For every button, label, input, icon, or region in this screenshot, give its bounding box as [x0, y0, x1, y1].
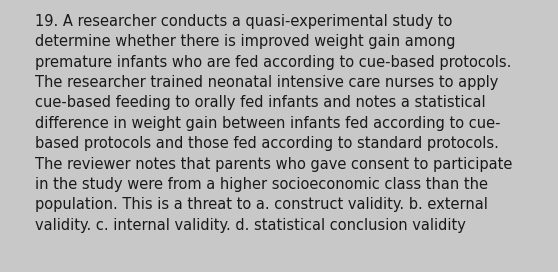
Text: 19. A researcher conducts a quasi-experimental study to
determine whether there : 19. A researcher conducts a quasi-experi… [35, 14, 512, 233]
